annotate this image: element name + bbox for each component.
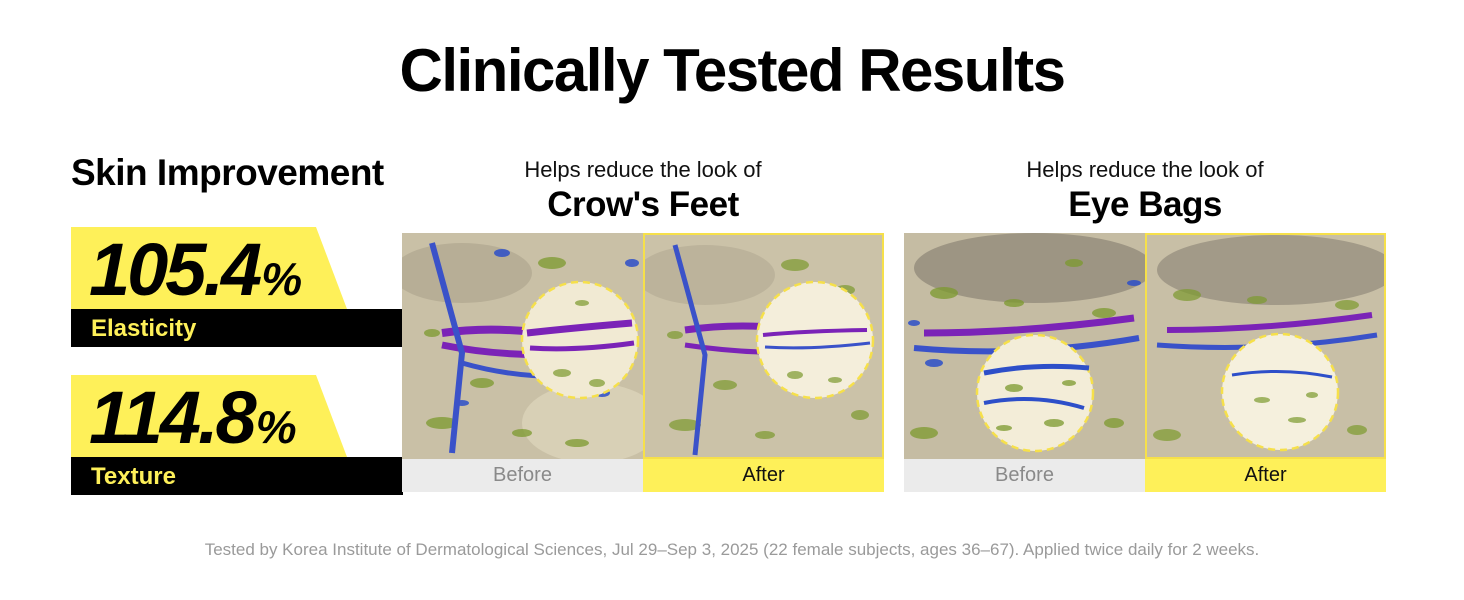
elasticity-stat: 105.4% Elasticity (71, 227, 403, 347)
before-label: Before (904, 459, 1145, 492)
panel-subtitle: Helps reduce the look of (1026, 157, 1264, 182)
eye-bags-panel: Helps reduce the look of Eye Bags (904, 155, 1386, 492)
stat-label: Elasticity (91, 315, 197, 342)
after-skin-image (1145, 233, 1386, 459)
crows-feet-panel: Helps reduce the look of Crow's Feet (402, 155, 884, 492)
panel-subtitle: Helps reduce the look of (524, 157, 762, 182)
texture-stat: 114.8% Texture (71, 375, 403, 495)
stat-label-bar: Elasticity (71, 309, 403, 347)
before-skin-image (904, 233, 1145, 459)
after-label: After (643, 459, 884, 492)
panel-headline: Crow's Feet (547, 185, 739, 224)
before-skin-image (402, 233, 643, 459)
stat-value-band: 105.4% (71, 227, 403, 309)
stat-value: 105.4% (89, 228, 302, 311)
panel-headline: Eye Bags (1068, 185, 1222, 224)
study-footnote: Tested by Korea Institute of Dermatologi… (204, 540, 1260, 559)
stat-label-bar: Texture (71, 457, 403, 495)
skin-improvement-heading: Skin Improvement (71, 152, 384, 193)
after-label: After (1145, 459, 1386, 492)
before-label: Before (402, 459, 643, 492)
stat-label: Texture (91, 463, 176, 490)
stat-value: 114.8% (89, 376, 297, 459)
stat-value-band: 114.8% (71, 375, 403, 457)
after-skin-image (643, 233, 884, 459)
page-title: Clinically Tested Results (399, 37, 1066, 104)
